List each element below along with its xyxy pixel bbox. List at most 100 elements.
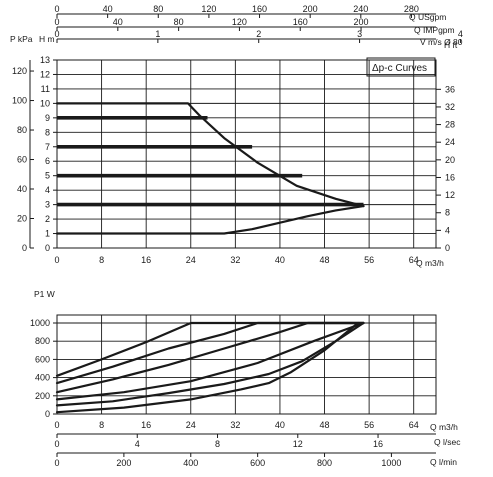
velocity-tick-label: 1 bbox=[155, 29, 160, 39]
usgpm-tick-label: 0 bbox=[54, 4, 59, 14]
top-y-tick-label: 6 bbox=[45, 156, 50, 166]
ft-tick-label: 16 bbox=[445, 172, 455, 182]
lmin-tick-label: 600 bbox=[250, 458, 265, 468]
top-y-tick-label: 4 bbox=[45, 185, 50, 195]
top-y-tick-label: 13 bbox=[40, 55, 50, 65]
bottom-x-tick-label: 0 bbox=[54, 420, 59, 430]
top-x-tick-label: 16 bbox=[141, 255, 151, 265]
bottom-plot-frame bbox=[56, 314, 437, 415]
usgpm-tick-label: 160 bbox=[252, 4, 267, 14]
bottom-x-tick-label: 64 bbox=[409, 420, 419, 430]
ft-tick-label: 28 bbox=[445, 120, 455, 130]
ft-tick-label: 4 bbox=[445, 225, 450, 235]
ft-tick-label: 32 bbox=[445, 102, 455, 112]
usgpm-tick-label: 40 bbox=[103, 4, 113, 14]
impgpm-tick-label: 160 bbox=[293, 17, 308, 27]
power-curve-5 bbox=[55, 321, 365, 407]
kpa-tick-label: 120 bbox=[12, 66, 27, 76]
bottom-x-tick-label: 48 bbox=[320, 420, 330, 430]
velocity-tick-label: 0 bbox=[54, 29, 59, 39]
top-x-tick-label: 48 bbox=[320, 255, 330, 265]
power-curve-4 bbox=[55, 321, 365, 401]
top-y-tick-label: 2 bbox=[45, 214, 50, 224]
lmin-tick-label: 1000 bbox=[381, 458, 401, 468]
usgpm-tick-label: 120 bbox=[201, 4, 216, 14]
legend: Δp-c Curves bbox=[366, 57, 436, 77]
left-h-m-label: H m bbox=[39, 34, 55, 44]
kpa-tick-label: 20 bbox=[17, 214, 27, 224]
impgpm-tick-label: 40 bbox=[113, 17, 123, 27]
kpa-tick-label: 0 bbox=[22, 243, 27, 253]
lmin-tick-label: 200 bbox=[116, 458, 131, 468]
bottom-lsec-label: Q l/sec bbox=[434, 437, 461, 447]
velocity-tick-label: 3 bbox=[357, 29, 362, 39]
top-usgpm-label: Q USgpm bbox=[409, 12, 446, 22]
bottom-y-tick-label: 800 bbox=[35, 336, 50, 346]
power-curve-1 bbox=[55, 321, 365, 377]
top-y-tick-label: 0 bbox=[45, 243, 50, 253]
bottom-y-tick-label: 0 bbox=[45, 409, 50, 419]
top-x-axis-label: Q m3/h bbox=[416, 258, 444, 268]
lsec-tick-label: 4 bbox=[135, 439, 140, 449]
top-y-tick-label: 8 bbox=[45, 127, 50, 137]
left-kpa-label: P kPa bbox=[10, 34, 33, 44]
kpa-tick-label: 60 bbox=[17, 155, 27, 165]
power-curve-2 bbox=[55, 321, 365, 385]
top-y-tick-label: 3 bbox=[45, 200, 50, 210]
lmin-tick-label: 800 bbox=[317, 458, 332, 468]
impgpm-tick-label: 120 bbox=[232, 17, 247, 27]
top-x-tick-label: 24 bbox=[186, 255, 196, 265]
lsec-tick-label: 0 bbox=[54, 439, 59, 449]
top-y-tick-label: 7 bbox=[45, 142, 50, 152]
lsec-tick-label: 8 bbox=[215, 439, 220, 449]
top-x-tick-label: 8 bbox=[99, 255, 104, 265]
bottom-y-tick-label: 1000 bbox=[30, 318, 50, 328]
bottom-x-tick-label: 8 bbox=[99, 420, 104, 430]
top-y-tick-label: 1 bbox=[45, 229, 50, 239]
ft-tick-label: 0 bbox=[445, 243, 450, 253]
top-x-tick-label: 32 bbox=[230, 255, 240, 265]
bottom-x-tick-label: 16 bbox=[141, 420, 151, 430]
ft-tick-label: 20 bbox=[445, 155, 455, 165]
top-x-tick-label: 40 bbox=[275, 255, 285, 265]
impgpm-tick-label: 0 bbox=[54, 17, 59, 27]
top-x-tick-label: 0 bbox=[54, 255, 59, 265]
top-x-tick-label: 56 bbox=[364, 255, 374, 265]
bottom-lmin-label: Q l/min bbox=[430, 457, 457, 467]
impgpm-tick-label: 80 bbox=[174, 17, 184, 27]
top-curve-1 bbox=[55, 102, 365, 208]
bottom-p1-label: P1 W bbox=[34, 289, 55, 299]
bottom-x-tick-label: 32 bbox=[230, 420, 240, 430]
bottom-x-tick-label: 24 bbox=[186, 420, 196, 430]
ft-tick-label: 8 bbox=[445, 208, 450, 218]
lmin-tick-label: 0 bbox=[54, 458, 59, 468]
kpa-tick-label: 100 bbox=[12, 96, 27, 106]
top-velocity-label: V m/s Ø 80 bbox=[420, 37, 463, 47]
ft-tick-label: 36 bbox=[445, 84, 455, 94]
top-y-tick-label: 11 bbox=[41, 84, 50, 94]
velocity-tick-label: 4 bbox=[458, 29, 463, 39]
lmin-tick-label: 400 bbox=[183, 458, 198, 468]
usgpm-tick-label: 80 bbox=[153, 4, 163, 14]
bottom-y-tick-label: 400 bbox=[35, 373, 50, 383]
usgpm-tick-label: 200 bbox=[303, 4, 318, 14]
top-y-tick-label: 5 bbox=[45, 171, 50, 181]
top-y-tick-label: 12 bbox=[40, 69, 50, 79]
legend-label: Δp-c Curves bbox=[372, 63, 427, 74]
top-impgpm-label: Q IMPgpm bbox=[414, 25, 455, 35]
ft-tick-label: 24 bbox=[445, 137, 455, 147]
ft-tick-label: 12 bbox=[445, 190, 455, 200]
right-h-ft-label: H ft bbox=[444, 40, 458, 50]
bottom-x-axis-label: Q m3/h bbox=[430, 422, 458, 432]
velocity-tick-label: 2 bbox=[256, 29, 261, 39]
power-curve-6 bbox=[55, 321, 360, 414]
usgpm-tick-label: 240 bbox=[353, 4, 368, 14]
bottom-x-tick-label: 56 bbox=[364, 420, 374, 430]
bottom-x-tick-label: 40 bbox=[275, 420, 285, 430]
top-y-tick-label: 9 bbox=[45, 113, 50, 123]
lsec-tick-label: 12 bbox=[293, 439, 303, 449]
bottom-y-tick-label: 200 bbox=[35, 391, 50, 401]
usgpm-tick-label: 280 bbox=[404, 4, 419, 14]
lsec-tick-label: 16 bbox=[373, 439, 383, 449]
